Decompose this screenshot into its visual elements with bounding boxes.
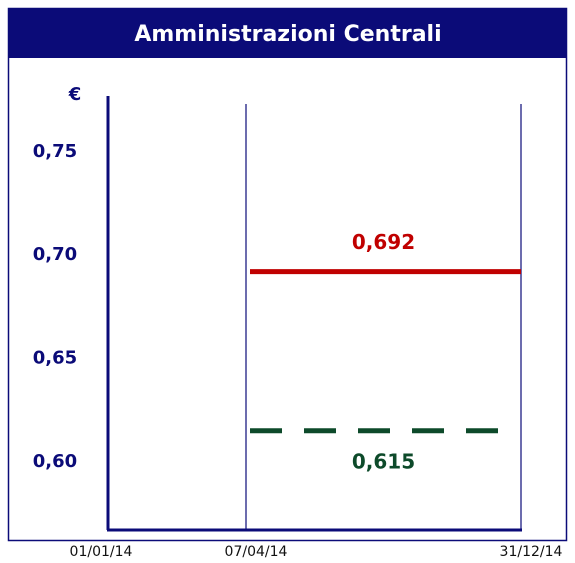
y-axis-label: €: [68, 84, 82, 105]
data-label: 0,615: [352, 449, 415, 473]
data-label: 0,692: [352, 230, 415, 254]
y-tick-label: 0,60: [33, 451, 77, 472]
y-tick-label: 0,75: [33, 141, 77, 162]
title-bar: [8, 8, 567, 58]
y-tick-label: 0,70: [33, 244, 77, 265]
frame: [7, 7, 568, 542]
y-tick-label: 0,65: [33, 347, 77, 368]
x-tick-label: 01/01/14: [70, 544, 133, 560]
x-tick-label: 31/12/14: [500, 544, 563, 560]
x-tick-label: 07/04/14: [225, 544, 288, 560]
chart-title: Amministrazioni Centrali: [134, 22, 441, 47]
